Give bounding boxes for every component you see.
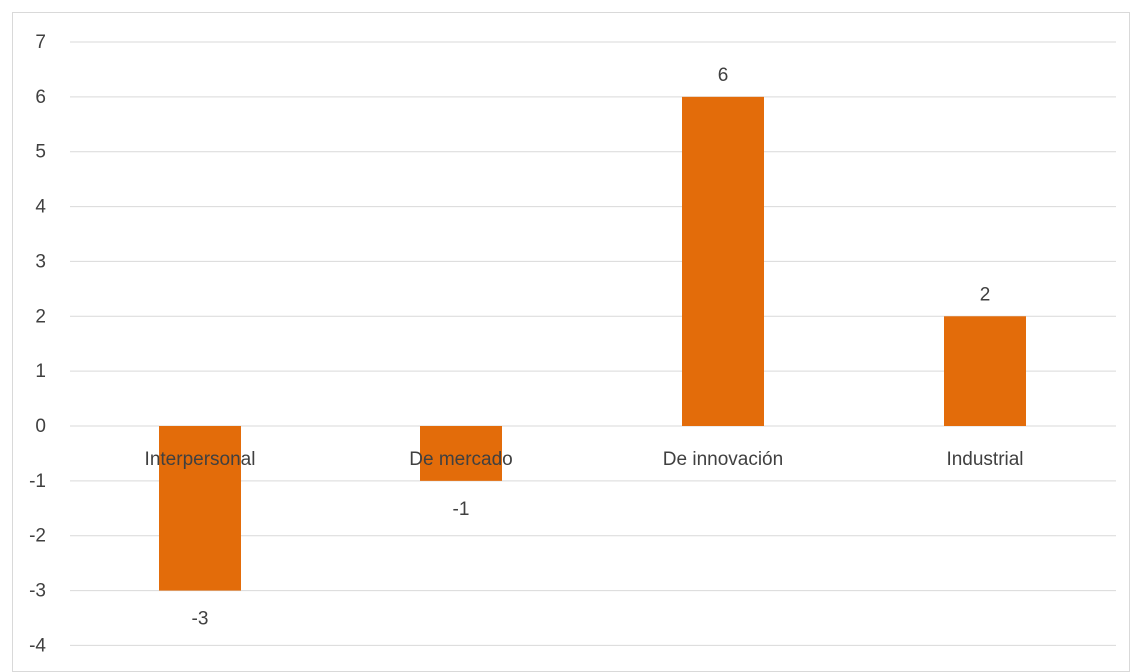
y-axis-ticks: 7 6 5 4 3 2 1 0 -1 -2 -3 -4: [29, 32, 46, 656]
bar-de-mercado: [420, 426, 502, 481]
data-label: 2: [980, 284, 991, 305]
data-label: -3: [192, 609, 209, 630]
category-label: De innovación: [663, 449, 783, 470]
category-label: Industrial: [946, 449, 1023, 470]
data-labels: -3 -1 6 2: [192, 65, 991, 630]
category-label: Interpersonal: [145, 449, 256, 470]
y-tick-label: 2: [35, 306, 46, 327]
y-tick-label: 6: [35, 87, 46, 108]
y-tick-label: 1: [35, 361, 46, 382]
y-tick-label: -2: [29, 526, 46, 547]
category-label: De mercado: [409, 449, 513, 470]
y-tick-label: -4: [29, 635, 46, 656]
y-tick-label: -1: [29, 471, 46, 492]
y-tick-label: 5: [35, 142, 46, 163]
y-tick-label: 0: [35, 416, 46, 437]
bars: [159, 96, 1026, 591]
data-label: -1: [453, 499, 470, 520]
data-label: 6: [718, 65, 729, 86]
category-labels: Interpersonal De mercado De innovación Indu…: [145, 449, 1024, 470]
y-tick-label: 3: [35, 251, 46, 272]
bar-interpersonal: [159, 426, 241, 591]
y-tick-label: 7: [35, 32, 46, 53]
y-tick-label: 4: [35, 197, 46, 218]
bar-industrial: [944, 316, 1026, 426]
gridlines: [70, 41, 1116, 646]
bar-de-innovación: [682, 96, 764, 426]
y-tick-label: -3: [29, 581, 46, 602]
